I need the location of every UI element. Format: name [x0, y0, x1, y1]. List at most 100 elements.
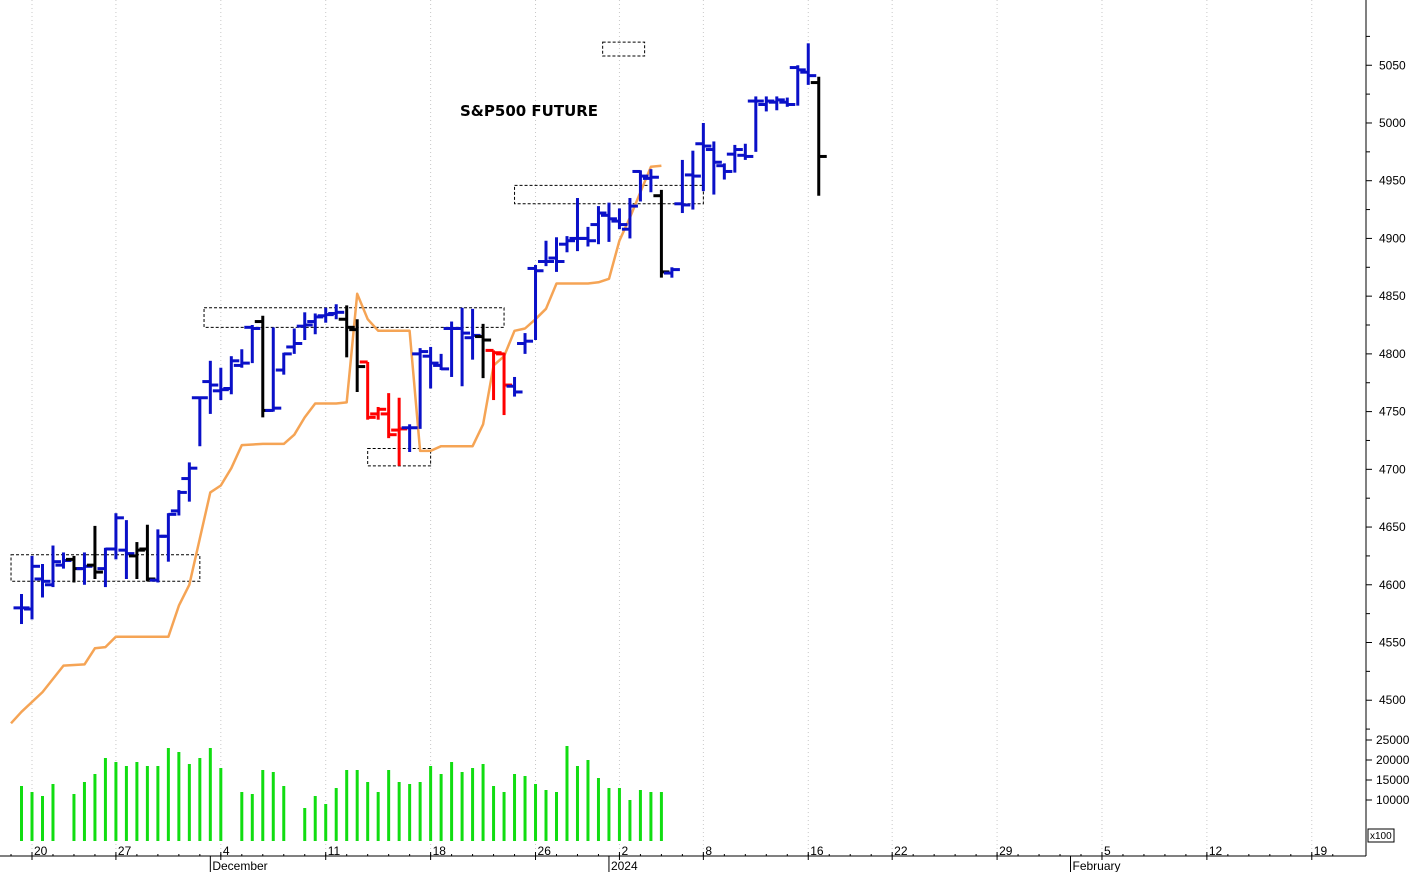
- price-tick-label: 4650: [1379, 520, 1406, 534]
- ohlc-bar: [275, 352, 292, 375]
- chart-title: S&P500 FUTURE: [460, 102, 598, 120]
- day-tick-label: 29: [999, 844, 1013, 858]
- ohlc-bar: [34, 563, 51, 598]
- ohlc-bar: [349, 319, 366, 392]
- ohlc-bar: [401, 424, 418, 453]
- ohlc-bar: [632, 169, 649, 202]
- day-tick-label: 19: [1314, 844, 1328, 858]
- day-tick-label: 20: [34, 844, 48, 858]
- volume-tick-label: 10000: [1376, 793, 1410, 807]
- support-resistance-box: [203, 307, 505, 328]
- ohlc-bar: [569, 198, 586, 252]
- volume-unit-box: [1367, 828, 1395, 843]
- day-tick-label: 18: [433, 844, 447, 858]
- trailing-stop-layer: [10, 164, 662, 725]
- ohlc-bar: [475, 323, 492, 379]
- ohlc-bar: [789, 65, 806, 106]
- day-tick-label: 26: [538, 844, 552, 858]
- volume-tick-label: 25000: [1376, 733, 1410, 747]
- ohlc-bar: [107, 513, 124, 560]
- price-tick-label: 5050: [1379, 58, 1406, 72]
- price-tick-label: 4600: [1379, 578, 1406, 592]
- month-label: February: [1073, 859, 1121, 872]
- ohlc-bar: [768, 96, 785, 111]
- price-tick-label: 4500: [1379, 693, 1406, 707]
- ohlc-bar: [328, 304, 345, 320]
- volume-tick-label: 20000: [1376, 753, 1410, 767]
- day-tick-label: 5: [1104, 844, 1111, 858]
- ohlc-bar: [779, 97, 796, 107]
- ohlc-bar: [747, 96, 764, 152]
- ohlc-bar: [538, 240, 555, 267]
- ohlc-bar: [44, 545, 61, 588]
- ohlc-bar: [254, 315, 271, 418]
- ohlc-bar: [233, 349, 250, 368]
- ohlc-bar: [244, 325, 261, 364]
- ohlc-bar: [705, 141, 722, 195]
- ohlc-bar: [317, 307, 334, 323]
- ohlc-bar: [391, 397, 408, 466]
- ohlc-bar: [517, 333, 534, 354]
- ohlc-bar: [506, 376, 523, 397]
- ohlc-bar: [800, 43, 817, 85]
- ohlc-bar: [160, 512, 177, 562]
- grid-layer: [31, 0, 1313, 856]
- ohlc-bar: [422, 346, 439, 389]
- ohlc-bar: [338, 305, 355, 358]
- ohlc-bar: [758, 96, 775, 112]
- ohlc-bar: [454, 307, 471, 387]
- ohlc-bar: [726, 144, 743, 173]
- day-tick-label: 8: [705, 844, 712, 858]
- ohlc-bar: [223, 356, 240, 395]
- day-tick-label: 11: [328, 844, 341, 858]
- ohlc-bar: [621, 198, 638, 239]
- support-resistance-boxes: [10, 41, 704, 582]
- ohlc-bar: [433, 353, 450, 371]
- ohlc-bar: [370, 406, 387, 420]
- ohlc-bar: [296, 312, 313, 341]
- month-label: 2024: [611, 859, 638, 872]
- price-tick-label: 4700: [1379, 462, 1406, 476]
- ohlc-bar: [716, 163, 733, 180]
- day-tick-label: 16: [810, 844, 824, 858]
- ohlc-bar: [412, 348, 429, 429]
- ohlc-bar: [202, 360, 219, 414]
- ohlc-bar: [359, 360, 376, 420]
- price-tick-label: 4800: [1379, 347, 1406, 361]
- ohlc-bar: [380, 393, 397, 439]
- ohlc-bar: [24, 555, 40, 620]
- day-tick-label: 12: [1209, 844, 1223, 858]
- price-tick-label: 5000: [1379, 116, 1406, 130]
- ohlc-bar: [118, 520, 135, 580]
- price-tick-label: 4750: [1379, 405, 1406, 419]
- support-resistance-box: [514, 184, 704, 205]
- ohlc-bar: [527, 264, 544, 341]
- ohlc-bar: [286, 328, 303, 354]
- day-tick-label: 4: [223, 844, 230, 858]
- price-bars-layer: [13, 43, 827, 625]
- ohlc-bar: [265, 327, 282, 412]
- ohlc-bar: [170, 490, 187, 516]
- ohlc-bar: [191, 396, 208, 447]
- ohlc-bar: [674, 159, 691, 214]
- ohlc-bar: [139, 524, 156, 582]
- ohlc-bar: [653, 189, 670, 278]
- ohlc-bar: [642, 169, 659, 193]
- price-tick-label: 4900: [1379, 231, 1406, 245]
- volume-unit-label: x100: [1370, 831, 1392, 842]
- ohlc-bar: [558, 236, 575, 253]
- price-tick-label: 4550: [1379, 636, 1406, 650]
- ohlc-bar: [76, 552, 93, 585]
- support-resistance-box: [10, 554, 201, 582]
- month-label: December: [212, 859, 267, 872]
- day-tick-label: 2: [621, 844, 628, 858]
- ohlc-bar: [737, 143, 754, 160]
- trailing-stop-line: [10, 164, 662, 725]
- ohlc-bar: [181, 462, 198, 502]
- ohlc-bar: [590, 206, 607, 245]
- ohlc-bar: [579, 226, 596, 247]
- ohlc-bar: [663, 267, 680, 278]
